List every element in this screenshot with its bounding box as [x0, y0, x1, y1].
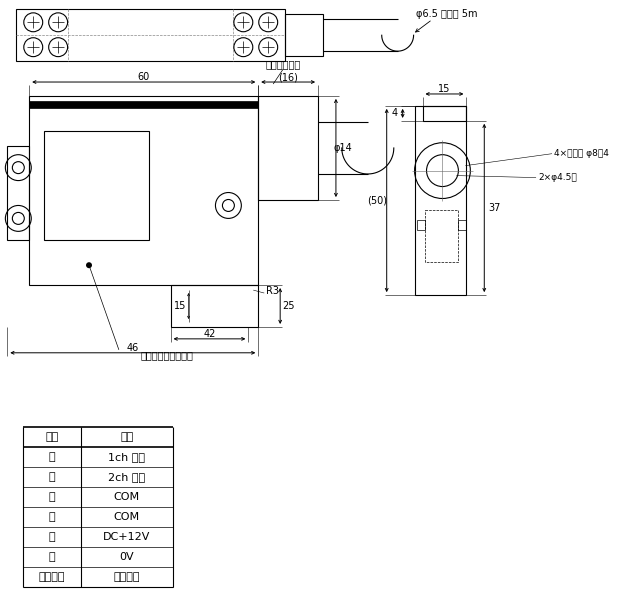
Text: 15: 15: [174, 301, 187, 311]
Text: (16): (16): [278, 72, 298, 82]
Text: 黄: 黄: [49, 472, 56, 482]
Text: 4: 4: [392, 108, 397, 118]
Text: (50): (50): [367, 196, 387, 205]
Bar: [29, 101, 258, 108]
Bar: [285, 14, 323, 56]
Text: 15: 15: [438, 84, 450, 94]
Text: 赤: 赤: [49, 532, 56, 542]
Text: 白: 白: [49, 452, 56, 462]
Text: 茶: 茶: [49, 492, 56, 502]
Text: 線色: 線色: [45, 432, 59, 442]
Text: 黒: 黒: [49, 552, 56, 562]
Text: φ14: φ14: [334, 143, 352, 153]
Text: 材質：アルミ、黒色: 材質：アルミ、黒色: [140, 350, 193, 360]
Bar: [29, 96, 258, 285]
Text: R3: R3: [266, 286, 279, 296]
Text: 内容: 内容: [120, 432, 133, 442]
Text: 42: 42: [204, 329, 216, 339]
Text: φ6.5 コード 5m: φ6.5 コード 5m: [415, 9, 477, 19]
Text: DC+12V: DC+12V: [103, 532, 151, 542]
Text: 青: 青: [49, 512, 56, 522]
Bar: [415, 106, 466, 295]
Bar: [258, 96, 318, 200]
Text: シールド: シールド: [114, 572, 140, 582]
Text: 46: 46: [127, 343, 139, 353]
Text: 1ch 出力: 1ch 出力: [108, 452, 145, 462]
Text: シールド: シールド: [39, 572, 66, 582]
Text: 4×ザグリ φ8深4: 4×ザグリ φ8深4: [554, 149, 609, 158]
Text: COM: COM: [114, 512, 140, 522]
Bar: [422, 106, 466, 121]
Bar: [17, 9, 285, 61]
Text: 60: 60: [138, 72, 150, 82]
Bar: [8, 146, 29, 240]
Bar: [170, 285, 258, 327]
Text: 37: 37: [488, 203, 500, 213]
Bar: [424, 210, 458, 262]
Text: 2ch 出力: 2ch 出力: [108, 472, 145, 482]
Text: COM: COM: [114, 492, 140, 502]
Text: 0V: 0V: [119, 552, 134, 562]
Bar: [44, 131, 149, 240]
Circle shape: [86, 262, 92, 268]
Bar: [417, 220, 424, 231]
Text: ゴムパッキン: ゴムパッキン: [265, 59, 300, 69]
Bar: [458, 220, 466, 231]
Text: 25: 25: [282, 301, 294, 311]
Text: 2×φ4.5穴: 2×φ4.5穴: [538, 173, 577, 182]
